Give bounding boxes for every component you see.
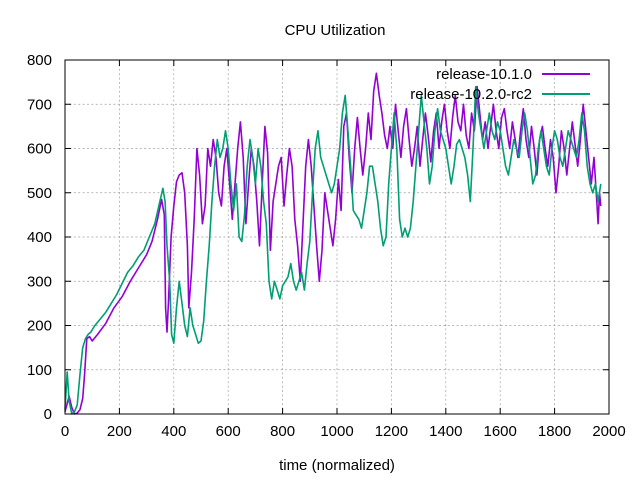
x-tick-label: 1000 xyxy=(320,423,353,440)
y-tick-label: 500 xyxy=(27,185,52,202)
x-tick-label: 800 xyxy=(270,423,295,440)
series-layer xyxy=(64,72,602,415)
chart-title: CPU Utilization xyxy=(285,22,386,39)
x-tick-label: 200 xyxy=(107,423,132,440)
x-tick-label: 2000 xyxy=(592,423,625,440)
x-tick-label: 1200 xyxy=(375,423,408,440)
y-tick-label: 700 xyxy=(27,96,52,113)
series-line-2 xyxy=(64,85,602,415)
legend-label-2: release-10.2.0-rc2 xyxy=(410,86,532,103)
axis-ticks: 0 200 400 600 800 1000 1200 1400 1600 1800 2000 0 10… xyxy=(27,52,626,440)
y-tick-label: 600 xyxy=(27,141,52,158)
y-tick-label: 800 xyxy=(27,52,52,69)
legend: release-10.1.0 release-10.2.0-rc2 xyxy=(410,66,590,103)
y-tick-label: 200 xyxy=(27,318,52,335)
x-tick-label: 400 xyxy=(161,423,186,440)
legend-label-1: release-10.1.0 xyxy=(436,66,532,83)
y-tick-label: 0 xyxy=(44,406,52,423)
x-axis-label: time (normalized) xyxy=(279,457,395,474)
x-tick-label: 1600 xyxy=(484,423,517,440)
x-tick-label: 1800 xyxy=(538,423,571,440)
x-tick-label: 0 xyxy=(61,423,69,440)
series-line-1 xyxy=(64,72,602,415)
x-tick-label: 1400 xyxy=(429,423,462,440)
x-tick-label: 600 xyxy=(216,423,241,440)
y-tick-label: 100 xyxy=(27,362,52,379)
y-tick-label: 400 xyxy=(27,229,52,246)
y-tick-label: 300 xyxy=(27,273,52,290)
